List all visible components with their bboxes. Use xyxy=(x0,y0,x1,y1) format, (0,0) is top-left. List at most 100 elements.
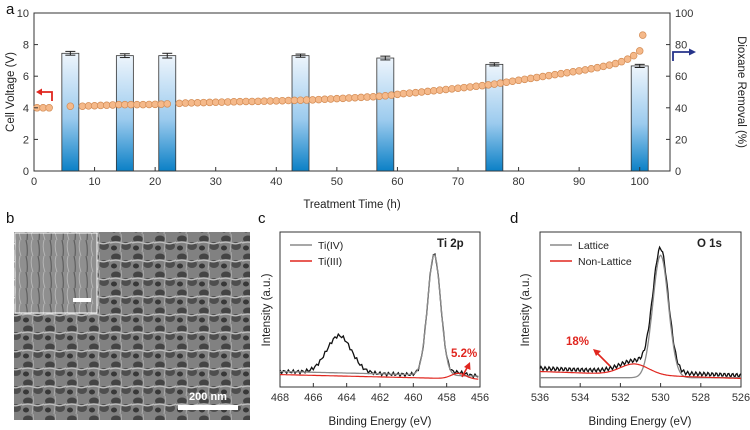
a-xtick-label-9: 90 xyxy=(573,176,585,188)
a-y2tick-label-1: 20 xyxy=(675,134,687,146)
chart-a-yticks: 0 2 4 6 8 10 xyxy=(17,8,38,178)
a-xtick-label-5: 50 xyxy=(331,176,343,188)
chart-d-frame xyxy=(539,231,742,388)
chart-a-ylabel: Cell Voltage (V) xyxy=(5,52,17,132)
sem-scale-label: 200 nm xyxy=(189,391,227,403)
chart-c-series-total xyxy=(279,253,479,379)
scatter-point-76 xyxy=(520,75,529,84)
chart-d-legend: Lattice Non-Lattice xyxy=(550,240,632,268)
scatter-point-18 xyxy=(163,100,172,108)
a-xtick-label-10: 100 xyxy=(631,176,649,188)
a-xtick-label-1: 10 xyxy=(88,176,100,188)
a-xtick-label-7: 70 xyxy=(452,176,464,188)
chart-a-y2label: Dioxane Removal (%) xyxy=(735,36,747,148)
bar-2 xyxy=(158,55,177,172)
a-xtick-label-2: 20 xyxy=(149,176,161,188)
bar-1 xyxy=(115,55,134,172)
scatter-point-87 xyxy=(587,65,596,73)
chart-c-xlabel: Binding Energy (eV) xyxy=(329,416,432,428)
chart-a: 0 10 20 30 40 50 60 70 80 90 100 0 2 4 6 8 10 0 20 40 60 80… xyxy=(5,8,747,211)
chart-a-y2ticks: 0 20 40 60 80 100 xyxy=(666,8,693,178)
chart-d-annotation: 18% xyxy=(566,336,589,348)
chart-d-series-nonlattice xyxy=(540,363,742,380)
a-y2tick-label-0: 0 xyxy=(675,166,681,178)
sem-inset xyxy=(14,232,98,314)
a-xtick-label-4: 40 xyxy=(270,176,282,188)
sem-image: 200 nm xyxy=(14,232,250,420)
scatter-point-70 xyxy=(484,81,493,89)
bar-6 xyxy=(630,65,649,172)
chart-a-frame xyxy=(33,12,671,172)
panel-letter-d: d xyxy=(510,210,518,227)
c-xtick-label-1: 466 xyxy=(304,392,322,404)
scatter-point-86 xyxy=(581,66,589,74)
chart-c-series-tiiv xyxy=(280,254,479,377)
scatter-point-75 xyxy=(514,76,523,85)
scatter-point-80 xyxy=(545,71,553,80)
scatter-point-71 xyxy=(490,80,499,88)
scatter-point-90 xyxy=(605,61,614,69)
panel-letter-b: b xyxy=(6,210,14,227)
panel-letter-a: a xyxy=(6,1,15,18)
a-xtick-label-3: 30 xyxy=(210,176,222,188)
a-ytick-label-1: 2 xyxy=(23,134,29,146)
scatter-point-73 xyxy=(502,78,511,86)
d-xtick-label-5: 526 xyxy=(732,392,750,404)
scatter-point-78 xyxy=(532,73,541,82)
scatter-point-94 xyxy=(629,51,638,60)
bar-3 xyxy=(291,55,310,172)
d-xtick-label-1: 534 xyxy=(571,392,589,404)
chart-c-annotation-arrow xyxy=(461,362,471,378)
a-ytick-label-5: 10 xyxy=(17,8,29,20)
a-xtick-label-0: 0 xyxy=(31,176,37,188)
scatter-point-83 xyxy=(563,68,571,77)
chart-d: 536 534 532 530 528 526 Binding Energy (eV) I… xyxy=(520,231,750,428)
a-ytick-label-0: 0 xyxy=(23,166,29,178)
chart-d-ylabel: Intensity (a.u.) xyxy=(520,273,532,346)
chart-c-xticks: 468 466 464 462 460 458 456 xyxy=(271,383,489,404)
bar-0 xyxy=(61,52,80,172)
scatter-point-88 xyxy=(593,63,602,72)
scatter-point-3 xyxy=(66,102,75,110)
chart-c-series-tiiii xyxy=(280,372,479,380)
left-axis-arrow xyxy=(36,88,53,101)
legend-label-lattice: Lattice xyxy=(578,240,609,252)
chart-c-frame xyxy=(279,231,481,388)
scatter-point-93 xyxy=(623,55,632,63)
a-y2tick-label-3: 60 xyxy=(675,71,687,83)
a-y2tick-label-4: 80 xyxy=(675,40,687,52)
d-xtick-label-2: 532 xyxy=(611,392,629,404)
legend-label-tiiv: Ti(IV) xyxy=(318,240,343,252)
c-xtick-label-3: 462 xyxy=(371,392,389,404)
sem-scale-bar xyxy=(178,405,238,410)
a-xtick-label-6: 60 xyxy=(391,176,403,188)
d-xtick-label-3: 530 xyxy=(651,392,669,404)
bar-4 xyxy=(376,57,395,172)
scatter-point-final xyxy=(638,31,647,39)
chart-a-xlabel: Treatment Time (h) xyxy=(303,199,401,211)
scatter-point-77 xyxy=(526,74,535,83)
scatter-point-85 xyxy=(575,67,583,75)
scatter-point-95 xyxy=(635,47,644,55)
a-ytick-label-3: 6 xyxy=(23,71,29,83)
a-y2tick-label-2: 40 xyxy=(675,103,687,115)
scatter-point-81 xyxy=(551,70,559,79)
a-ytick-label-4: 8 xyxy=(23,40,29,52)
scatter-point-89 xyxy=(599,62,608,71)
scatter-point-72 xyxy=(496,79,505,87)
chart-c-legend: Ti(IV) Ti(III) xyxy=(290,240,343,268)
a-y2tick-label-5: 100 xyxy=(675,8,693,20)
c-xtick-label-2: 464 xyxy=(337,392,355,404)
a-ytick-label-2: 4 xyxy=(23,103,29,115)
chart-d-xlabel: Binding Energy (eV) xyxy=(589,416,692,428)
right-axis-arrow xyxy=(672,48,696,61)
scatter-point-55 xyxy=(393,90,402,99)
a-xtick-label-8: 80 xyxy=(512,176,524,188)
panel-letter-c: c xyxy=(258,210,266,227)
chart-d-xticks: 536 534 532 530 528 526 xyxy=(531,383,750,404)
chart-d-title: O 1s xyxy=(697,238,722,250)
legend-label-nonlattice: Non-Lattice xyxy=(578,256,632,268)
d-xtick-label-0: 536 xyxy=(531,392,549,404)
chart-a-dots xyxy=(33,31,647,112)
